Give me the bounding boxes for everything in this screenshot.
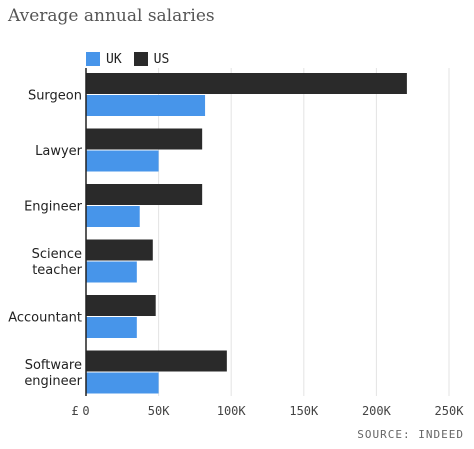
legend-item-us: US [133, 51, 170, 67]
legend-item-uk: UK [86, 52, 122, 67]
x-tick-label: 250K [435, 404, 465, 418]
category-label-line: teacher [32, 263, 82, 278]
category-label-line: Science [32, 247, 82, 262]
category-label-line: Surgeon [28, 89, 82, 104]
category-label: Science teacher [32, 247, 83, 278]
chart-title: Average annual salaries [8, 6, 215, 26]
legend-swatch-uk [86, 52, 100, 66]
bar-uk [86, 206, 140, 227]
bar-us [86, 73, 407, 94]
source-note: SOURCE: INDEED [357, 428, 464, 441]
bar-us [86, 295, 156, 316]
category-label: Accountant [8, 311, 82, 326]
category-label-line: Software [25, 358, 82, 373]
category-label: Engineer [24, 200, 83, 215]
bar-uk [86, 372, 159, 394]
legend-swatch-us [133, 52, 148, 66]
category-label: Lawyer [35, 144, 83, 159]
bar-uk [86, 317, 137, 338]
category-label-line: Engineer [24, 200, 83, 215]
category-label: Software engineer [24, 358, 82, 389]
legend-label-us: US [153, 51, 170, 67]
bar-us [86, 350, 227, 372]
x-tick-label: 150K [289, 404, 319, 418]
bar-us [86, 239, 153, 261]
legend-label-uk: UK [106, 51, 122, 67]
currency-label: £ [71, 404, 78, 418]
category-label-line: Lawyer [35, 144, 83, 159]
category-label-line: engineer [24, 374, 82, 389]
x-tick-label: 100K [217, 404, 247, 418]
category-label: Surgeon [28, 89, 82, 104]
bar-us [86, 128, 203, 150]
x-tick-label: 0 [82, 404, 89, 418]
bar-uk [86, 261, 137, 283]
category-label-line: Accountant [8, 311, 82, 326]
bar-uk [86, 150, 159, 172]
bar-us [86, 184, 203, 205]
x-tick-label: 200K [362, 404, 392, 418]
bar-uk [86, 95, 206, 116]
x-tick-label: 50K [148, 404, 170, 418]
chart-legend: UK US [86, 50, 181, 68]
